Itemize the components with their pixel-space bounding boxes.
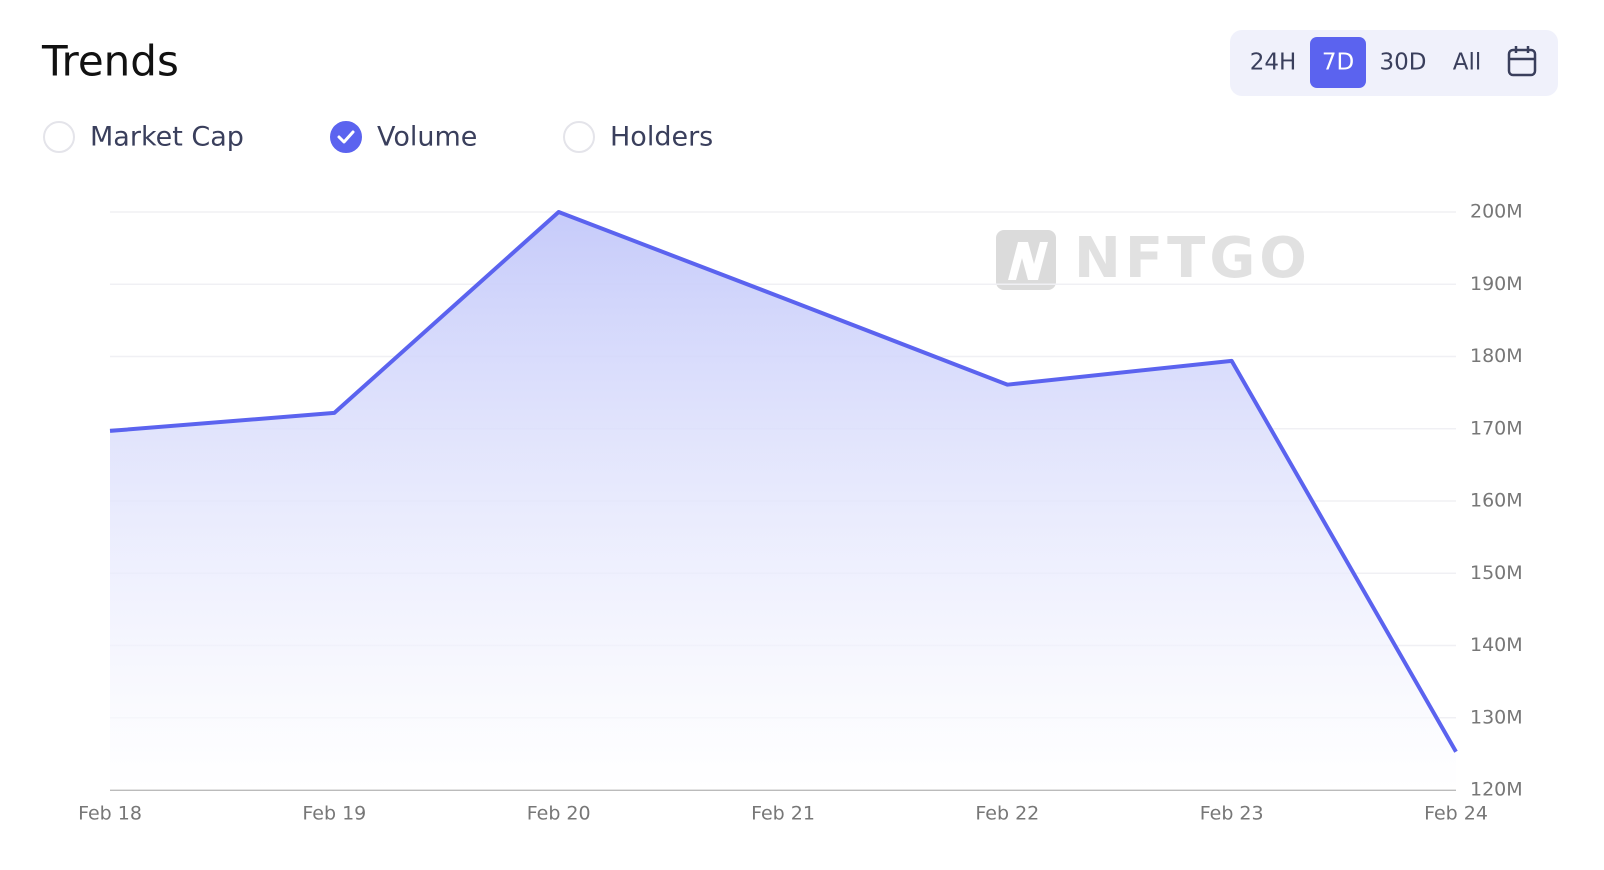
- watermark: NFTGO: [996, 226, 1311, 291]
- metric-label[interactable]: Volume: [377, 122, 477, 153]
- check-mark[interactable]: [337, 130, 355, 144]
- metric-radio[interactable]: [43, 121, 75, 153]
- y-tick-label: 120M: [1470, 779, 1523, 801]
- y-tick-label: 160M: [1470, 490, 1523, 512]
- metric-label[interactable]: Holders: [610, 122, 713, 153]
- area-fill: [110, 212, 1456, 790]
- range-button[interactable]: 7D: [1322, 50, 1354, 76]
- x-tick-label: Feb 22: [975, 803, 1039, 825]
- x-tick-label: Feb 24: [1424, 803, 1488, 825]
- range-button[interactable]: 24H: [1250, 50, 1297, 76]
- y-tick-label: 150M: [1470, 562, 1523, 584]
- x-tick-label: Feb 21: [751, 803, 815, 825]
- watermark-text: NFTGO: [1074, 226, 1311, 291]
- range-button-bg[interactable]: [1310, 37, 1366, 88]
- y-tick-label: 200M: [1470, 201, 1523, 223]
- y-tick-label: 140M: [1470, 634, 1523, 656]
- y-tick-label: 180M: [1470, 345, 1523, 367]
- metric-radio[interactable]: [563, 121, 595, 153]
- range-button[interactable]: All: [1453, 50, 1482, 76]
- metric-label[interactable]: Market Cap: [90, 122, 244, 153]
- calendar-icon[interactable]: [1507, 46, 1537, 77]
- x-tick-label: Feb 19: [302, 803, 366, 825]
- chart-title: Trends: [41, 37, 179, 86]
- range-button[interactable]: 30D: [1380, 50, 1427, 76]
- y-tick-label: 170M: [1470, 417, 1523, 439]
- metric-radio[interactable]: [330, 121, 362, 153]
- x-tick-label: Feb 20: [527, 803, 591, 825]
- y-tick-label: 130M: [1470, 706, 1523, 728]
- y-tick-label: 190M: [1470, 273, 1523, 295]
- line: [109, 210, 1458, 753]
- x-tick-label: Feb 23: [1200, 803, 1264, 825]
- x-tick-label: Feb 18: [78, 803, 142, 825]
